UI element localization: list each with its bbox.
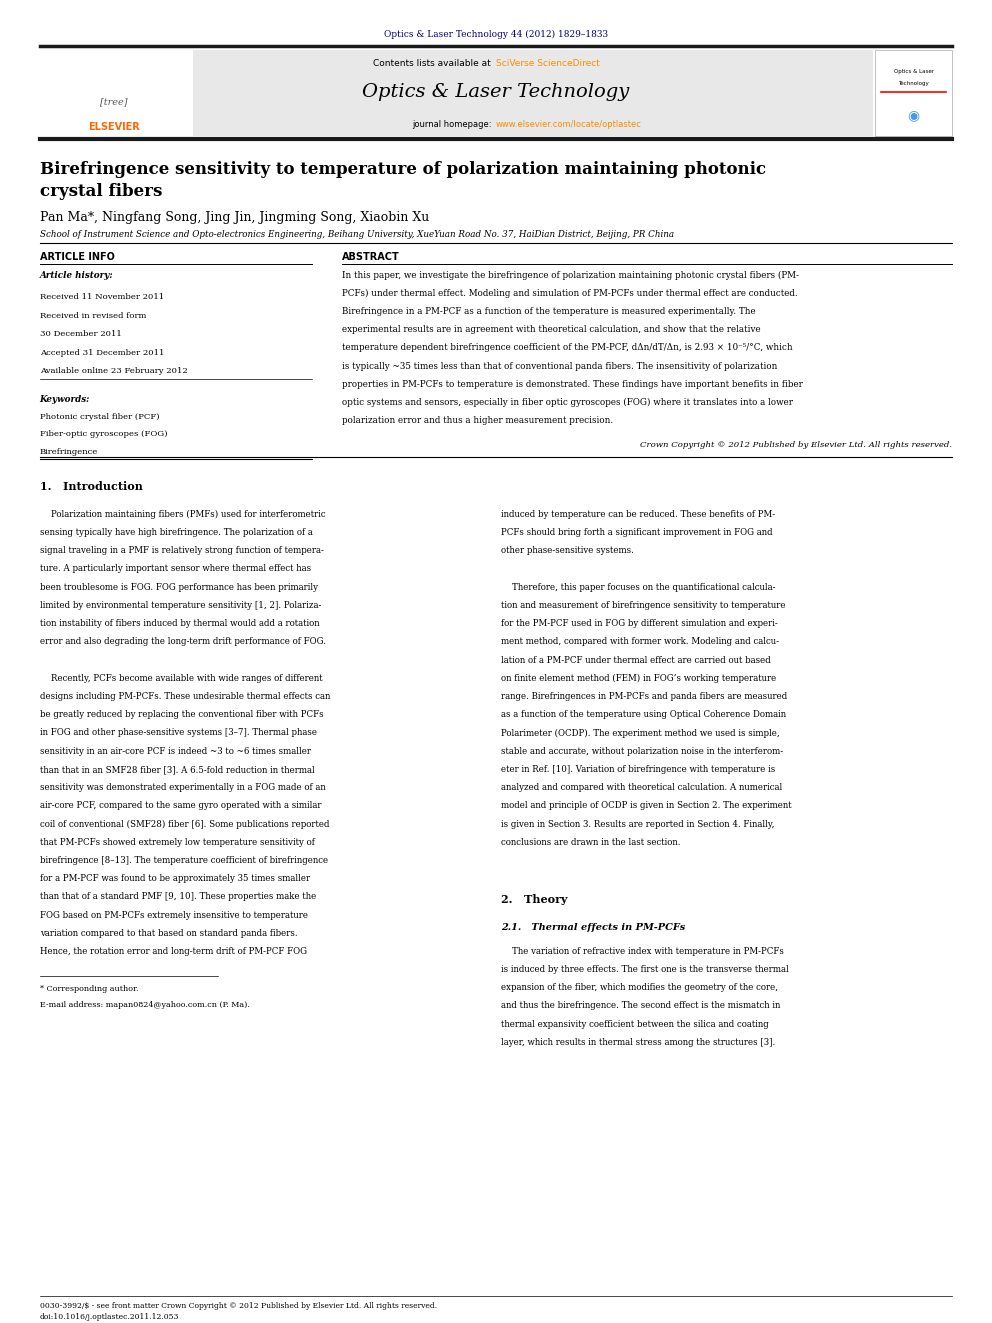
Text: 2.1.   Thermal effects in PM-PCFs: 2.1. Thermal effects in PM-PCFs [501,923,685,931]
Text: experimental results are in agreement with theoretical calculation, and show tha: experimental results are in agreement wi… [342,325,761,335]
Text: Contents lists available at: Contents lists available at [373,58,494,67]
Text: properties in PM-PCFs to temperature is demonstrated. These findings have import: properties in PM-PCFs to temperature is … [342,380,804,389]
Text: ABSTRACT: ABSTRACT [342,253,400,262]
Text: ◉: ◉ [908,108,920,122]
Text: Available online 23 February 2012: Available online 23 February 2012 [40,366,187,374]
Text: expansion of the fiber, which modifies the geometry of the core,: expansion of the fiber, which modifies t… [501,983,778,992]
Text: Optics & Laser: Optics & Laser [894,69,933,74]
Text: ment method, compared with former work. Modeling and calcu-: ment method, compared with former work. … [501,638,779,647]
FancyBboxPatch shape [40,50,193,136]
Text: E-mail address: mapan0824@yahoo.com.cn (P. Ma).: E-mail address: mapan0824@yahoo.com.cn (… [40,1000,250,1008]
Text: is given in Section 3. Results are reported in Section 4. Finally,: is given in Section 3. Results are repor… [501,819,775,828]
Text: lation of a PM-PCF under thermal effect are carried out based: lation of a PM-PCF under thermal effect … [501,656,771,664]
Text: Therefore, this paper focuses on the quantificational calcula-: Therefore, this paper focuses on the qua… [501,582,776,591]
Text: is induced by three effects. The first one is the transverse thermal: is induced by three effects. The first o… [501,964,789,974]
Text: for a PM-PCF was found to be approximately 35 times smaller: for a PM-PCF was found to be approximate… [40,875,310,884]
Text: * Corresponding author.: * Corresponding author. [40,984,138,992]
Text: than that of a standard PMF [9, 10]. These properties make the: than that of a standard PMF [9, 10]. The… [40,893,315,901]
Text: Keywords:: Keywords: [40,394,90,404]
Text: Birefringence sensitivity to temperature of polarization maintaining photonic
cr: Birefringence sensitivity to temperature… [40,161,766,200]
Text: been troublesome is FOG. FOG performance has been primarily: been troublesome is FOG. FOG performance… [40,582,317,591]
Text: School of Instrument Science and Opto-electronics Engineering, Beihang Universit: School of Instrument Science and Opto-el… [40,230,674,238]
Text: Recently, PCFs become available with wide ranges of different: Recently, PCFs become available with wid… [40,673,322,683]
Text: that PM-PCFs showed extremely low temperature sensitivity of: that PM-PCFs showed extremely low temper… [40,837,314,847]
Text: Crown Copyright © 2012 Published by Elsevier Ltd. All rights reserved.: Crown Copyright © 2012 Published by Else… [640,441,952,450]
Text: Optics & Laser Technology 44 (2012) 1829–1833: Optics & Laser Technology 44 (2012) 1829… [384,30,608,40]
Text: air-core PCF, compared to the same gyro operated with a similar: air-core PCF, compared to the same gyro … [40,802,321,810]
Text: Hence, the rotation error and long-term drift of PM-PCF FOG: Hence, the rotation error and long-term … [40,947,307,957]
Text: tion instability of fibers induced by thermal would add a rotation: tion instability of fibers induced by th… [40,619,319,628]
Text: SciVerse ScienceDirect: SciVerse ScienceDirect [496,58,600,67]
Text: variation compared to that based on standard panda fibers.: variation compared to that based on stan… [40,929,298,938]
Text: journal homepage:: journal homepage: [412,119,494,128]
Text: 1.   Introduction: 1. Introduction [40,480,143,492]
Text: Accepted 31 December 2011: Accepted 31 December 2011 [40,348,164,356]
Text: coil of conventional (SMF28) fiber [6]. Some publications reported: coil of conventional (SMF28) fiber [6]. … [40,819,329,828]
Text: is typically ~35 times less than that of conventional panda fibers. The insensit: is typically ~35 times less than that of… [342,361,778,370]
Text: PCFs) under thermal effect. Modeling and simulation of PM-PCFs under thermal eff: PCFs) under thermal effect. Modeling and… [342,288,798,298]
Text: sensitivity in an air-core PCF is indeed ~3 to ~6 times smaller: sensitivity in an air-core PCF is indeed… [40,746,310,755]
Text: Article history:: Article history: [40,271,113,279]
Text: Received in revised form: Received in revised form [40,311,146,320]
Text: ELSEVIER: ELSEVIER [88,122,140,132]
Text: Birefringence in a PM-PCF as a function of the temperature is measured experimen: Birefringence in a PM-PCF as a function … [342,307,756,316]
Text: Received 11 November 2011: Received 11 November 2011 [40,294,164,302]
Text: birefringence [8–13]. The temperature coefficient of birefringence: birefringence [8–13]. The temperature co… [40,856,327,865]
Text: 2.   Theory: 2. Theory [501,894,567,905]
Text: PCFs should bring forth a significant improvement in FOG and: PCFs should bring forth a significant im… [501,528,773,537]
Text: tion and measurement of birefringence sensitivity to temperature: tion and measurement of birefringence se… [501,601,786,610]
Text: temperature dependent birefringence coefficient of the PM-PCF, dΔn/dT/Δn, is 2.9: temperature dependent birefringence coef… [342,344,793,352]
Text: and thus the birefringence. The second effect is the mismatch in: and thus the birefringence. The second e… [501,1002,781,1011]
Text: www.elsevier.com/locate/optlastec: www.elsevier.com/locate/optlastec [496,119,642,128]
Text: optic systems and sensors, especially in fiber optic gyroscopes (FOG) where it t: optic systems and sensors, especially in… [342,398,794,407]
Text: 30 December 2011: 30 December 2011 [40,329,121,337]
Text: [tree]: [tree] [100,97,128,106]
Text: ARTICLE INFO: ARTICLE INFO [40,253,114,262]
Text: doi:10.1016/j.optlastec.2011.12.053: doi:10.1016/j.optlastec.2011.12.053 [40,1314,180,1322]
Text: for the PM-PCF used in FOG by different simulation and experi-: for the PM-PCF used in FOG by different … [501,619,778,628]
Text: Birefringence: Birefringence [40,447,98,455]
Text: 0030-3992/$ - see front matter Crown Copyright © 2012 Published by Elsevier Ltd.: 0030-3992/$ - see front matter Crown Cop… [40,1302,436,1310]
Text: be greatly reduced by replacing the conventional fiber with PCFs: be greatly reduced by replacing the conv… [40,710,323,720]
Text: Polarimeter (OCDP). The experiment method we used is simple,: Polarimeter (OCDP). The experiment metho… [501,729,780,737]
Text: conclusions are drawn in the last section.: conclusions are drawn in the last sectio… [501,837,681,847]
Text: model and principle of OCDP is given in Section 2. The experiment: model and principle of OCDP is given in … [501,802,792,810]
Text: Pan Ma*, Ningfang Song, Jing Jin, Jingming Song, Xiaobin Xu: Pan Ma*, Ningfang Song, Jing Jin, Jingmi… [40,212,429,224]
Text: ture. A particularly important sensor where thermal effect has: ture. A particularly important sensor wh… [40,565,310,573]
Text: FOG based on PM-PCFs extremely insensitive to temperature: FOG based on PM-PCFs extremely insensiti… [40,910,308,919]
Text: as a function of the temperature using Optical Coherence Domain: as a function of the temperature using O… [501,710,786,720]
Text: sensitivity was demonstrated experimentally in a FOG made of an: sensitivity was demonstrated experimenta… [40,783,325,792]
Text: Photonic crystal fiber (PCF): Photonic crystal fiber (PCF) [40,413,160,421]
Text: thermal expansivity coefficient between the silica and coating: thermal expansivity coefficient between … [501,1020,769,1029]
Text: sensing typically have high birefringence. The polarization of a: sensing typically have high birefringenc… [40,528,312,537]
Text: layer, which results in thermal stress among the structures [3].: layer, which results in thermal stress a… [501,1037,775,1046]
Text: Polarization maintaining fibers (PMFs) used for interferometric: Polarization maintaining fibers (PMFs) u… [40,509,325,519]
Text: stable and accurate, without polarization noise in the interferom-: stable and accurate, without polarizatio… [501,746,783,755]
Text: other phase-sensitive systems.: other phase-sensitive systems. [501,546,634,556]
Text: analyzed and compared with theoretical calculation. A numerical: analyzed and compared with theoretical c… [501,783,783,792]
Text: polarization error and thus a higher measurement precision.: polarization error and thus a higher mea… [342,417,613,426]
Text: on finite element method (FEM) in FOG’s working temperature: on finite element method (FEM) in FOG’s … [501,673,776,683]
Text: Technology: Technology [899,81,929,86]
Text: in FOG and other phase-sensitive systems [3–7]. Thermal phase: in FOG and other phase-sensitive systems… [40,729,316,737]
Text: Fiber-optic gyroscopes (FOG): Fiber-optic gyroscopes (FOG) [40,430,168,438]
Text: The variation of refractive index with temperature in PM-PCFs: The variation of refractive index with t… [501,947,784,955]
Text: than that in an SMF28 fiber [3]. A 6.5-fold reduction in thermal: than that in an SMF28 fiber [3]. A 6.5-f… [40,765,314,774]
Text: error and also degrading the long-term drift performance of FOG.: error and also degrading the long-term d… [40,638,325,647]
Text: designs including PM-PCFs. These undesirable thermal effects can: designs including PM-PCFs. These undesir… [40,692,330,701]
Text: eter in Ref. [10]. Variation of birefringence with temperature is: eter in Ref. [10]. Variation of birefrin… [501,765,775,774]
Text: induced by temperature can be reduced. These benefits of PM-: induced by temperature can be reduced. T… [501,509,775,519]
Text: In this paper, we investigate the birefringence of polarization maintaining phot: In this paper, we investigate the birefr… [342,271,800,279]
Text: Optics & Laser Technology: Optics & Laser Technology [362,83,630,102]
FancyBboxPatch shape [875,50,952,136]
FancyBboxPatch shape [40,50,873,136]
Text: range. Birefringences in PM-PCFs and panda fibers are measured: range. Birefringences in PM-PCFs and pan… [501,692,788,701]
Text: signal traveling in a PMF is relatively strong function of tempera-: signal traveling in a PMF is relatively … [40,546,323,556]
Text: limited by environmental temperature sensitivity [1, 2]. Polariza-: limited by environmental temperature sen… [40,601,321,610]
